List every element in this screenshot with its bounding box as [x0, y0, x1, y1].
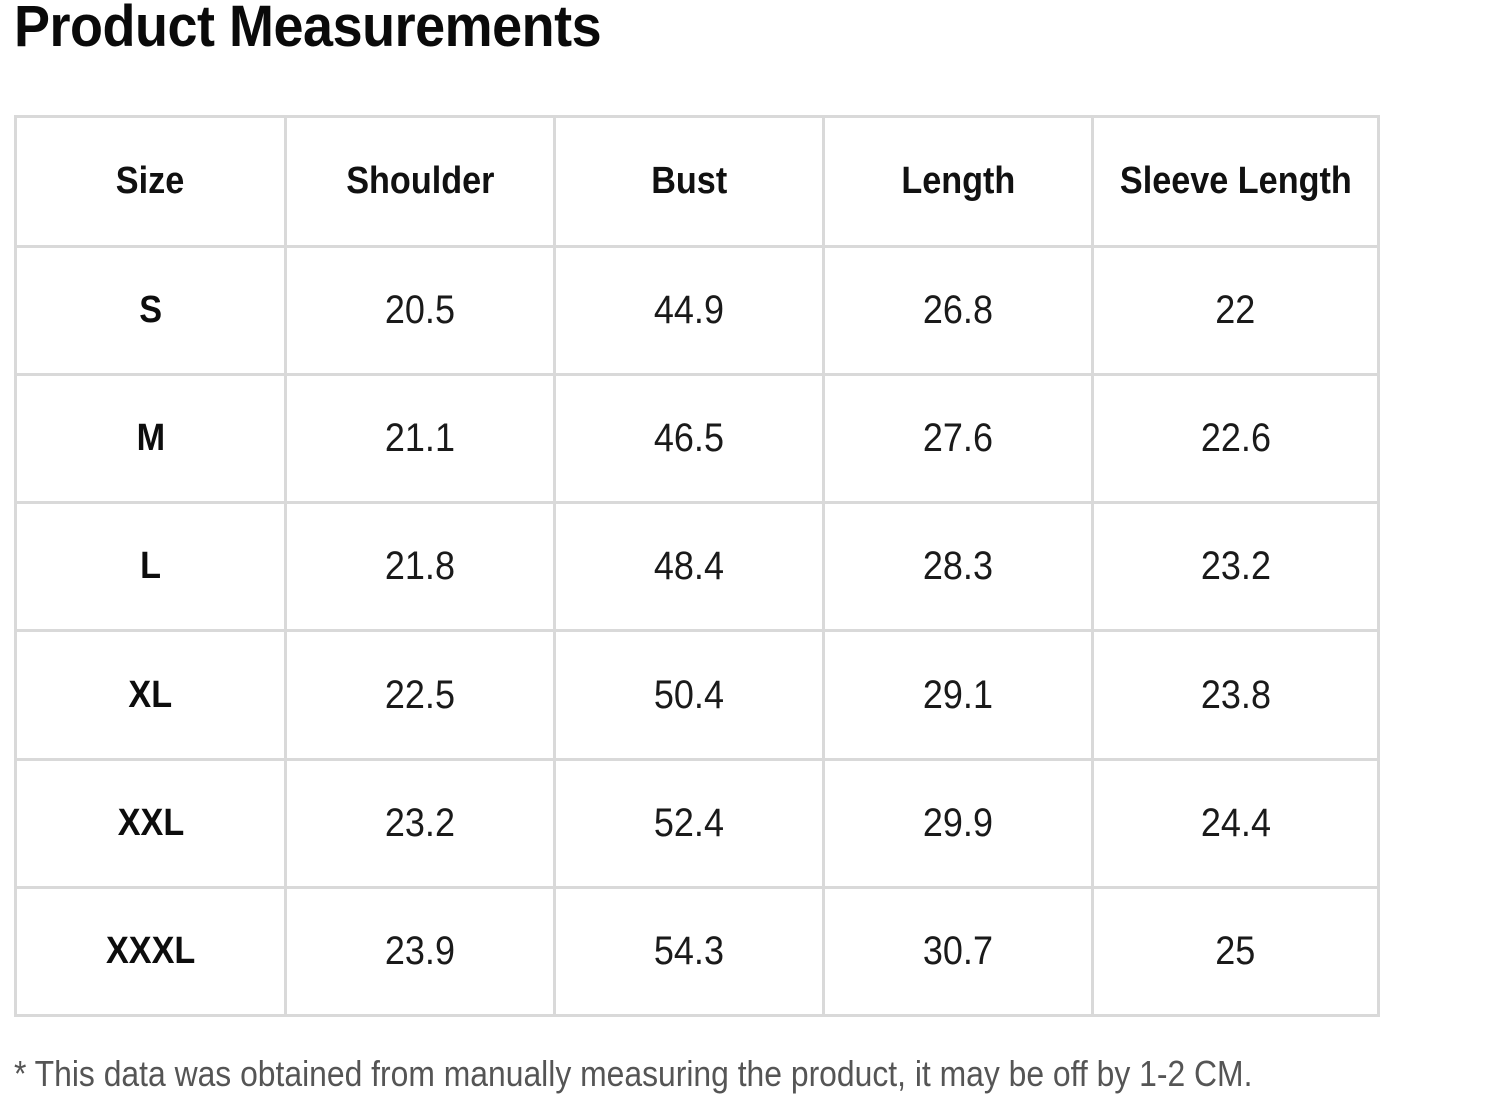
size-cell: XL	[14, 629, 287, 761]
shoulder-cell: 23.2	[284, 757, 556, 889]
bust-cell: 44.9	[553, 244, 825, 377]
measurement-disclaimer: * This data was obtained from manually m…	[14, 1053, 1253, 1094]
size-cell: M	[14, 373, 287, 505]
size-cell: XXXL	[14, 885, 287, 1018]
column-header-sleeve-length: Sleeve Length	[1091, 115, 1380, 248]
measurements-table: Size Shoulder Bust Length Sleeve Length …	[14, 115, 1380, 1018]
length-cell: 27.6	[822, 373, 1094, 505]
table-header-row: Size Shoulder Bust Length Sleeve Length	[14, 115, 1380, 248]
table-row: XXXL 23.9 54.3 30.7 25	[14, 885, 1380, 1018]
shoulder-cell: 21.1	[284, 373, 556, 505]
bust-cell: 48.4	[553, 501, 825, 633]
length-cell: 29.9	[822, 757, 1094, 889]
length-cell: 26.8	[822, 244, 1094, 377]
bust-cell: 52.4	[553, 757, 825, 889]
length-cell: 29.1	[822, 629, 1094, 761]
length-cell: 30.7	[822, 885, 1094, 1018]
sleeve-length-cell: 22	[1091, 244, 1380, 377]
shoulder-cell: 22.5	[284, 629, 556, 761]
column-header-bust: Bust	[553, 115, 825, 248]
table-row: L 21.8 48.4 28.3 23.2	[14, 501, 1380, 633]
size-cell: XXL	[14, 757, 287, 889]
size-cell: L	[14, 501, 287, 633]
page-title: Product Measurements	[14, 0, 602, 59]
table-row: S 20.5 44.9 26.8 22	[14, 244, 1380, 377]
length-cell: 28.3	[822, 501, 1094, 633]
measurements-table-container: Size Shoulder Bust Length Sleeve Length …	[14, 115, 1380, 1018]
sleeve-length-cell: 24.4	[1091, 757, 1380, 889]
shoulder-cell: 20.5	[284, 244, 556, 377]
table-row: XL 22.5 50.4 29.1 23.8	[14, 629, 1380, 761]
column-header-shoulder: Shoulder	[284, 115, 556, 248]
column-header-size: Size	[14, 115, 287, 248]
shoulder-cell: 23.9	[284, 885, 556, 1018]
shoulder-cell: 21.8	[284, 501, 556, 633]
bust-cell: 54.3	[553, 885, 825, 1018]
sleeve-length-cell: 23.8	[1091, 629, 1380, 761]
bust-cell: 50.4	[553, 629, 825, 761]
size-cell: S	[14, 244, 287, 377]
table-row: M 21.1 46.5 27.6 22.6	[14, 373, 1380, 505]
sleeve-length-cell: 23.2	[1091, 501, 1380, 633]
column-header-length: Length	[822, 115, 1094, 248]
sleeve-length-cell: 25	[1091, 885, 1380, 1018]
sleeve-length-cell: 22.6	[1091, 373, 1380, 505]
table-row: XXL 23.2 52.4 29.9 24.4	[14, 757, 1380, 889]
bust-cell: 46.5	[553, 373, 825, 505]
